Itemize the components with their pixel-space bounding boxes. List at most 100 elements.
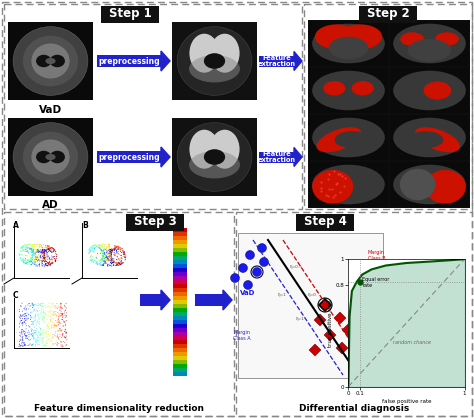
Point [27, 245, 35, 252]
Point [27, 245, 35, 252]
Point [32, 312, 39, 319]
Point [18, 308, 26, 314]
Point [18, 312, 26, 319]
Point [45, 245, 53, 252]
Point [121, 257, 129, 263]
Point [19, 333, 27, 340]
Point [40, 258, 48, 265]
Point [34, 334, 41, 341]
Point [43, 259, 51, 265]
Point [108, 249, 116, 256]
Point [46, 312, 54, 319]
Point [35, 304, 43, 311]
Point [40, 308, 47, 315]
Point [57, 301, 64, 307]
Point [28, 252, 36, 258]
Point [27, 331, 35, 338]
Point [22, 332, 30, 339]
Point [32, 255, 40, 262]
Point [118, 255, 126, 262]
Point [92, 255, 100, 261]
Point [28, 257, 36, 264]
Point [99, 255, 107, 261]
Point [23, 244, 31, 250]
Point [52, 330, 59, 336]
Point [45, 245, 52, 252]
Point [23, 248, 31, 255]
Point [47, 316, 55, 323]
Point [22, 256, 30, 263]
Point [36, 332, 44, 339]
Point [39, 303, 46, 310]
Point [106, 263, 114, 269]
Point [101, 249, 109, 256]
Point [119, 250, 127, 257]
Point [41, 343, 49, 349]
Point [36, 243, 44, 250]
Point [46, 260, 54, 267]
Point [100, 251, 108, 257]
Point [61, 319, 69, 326]
Point [23, 248, 30, 255]
Point [36, 257, 44, 263]
Point [40, 252, 48, 258]
Ellipse shape [338, 24, 382, 49]
Point [49, 342, 56, 349]
Point [49, 254, 57, 260]
Point [36, 336, 44, 342]
Point [27, 309, 35, 316]
Point [117, 252, 125, 259]
Point [28, 241, 36, 248]
Point [96, 245, 104, 252]
Point [59, 311, 66, 317]
Point [100, 257, 107, 264]
Point [34, 336, 41, 343]
Polygon shape [294, 148, 302, 166]
Point [33, 246, 40, 252]
Text: ξ=0.5: ξ=0.5 [290, 265, 303, 269]
Point [36, 257, 44, 264]
Point [110, 255, 118, 262]
Point [22, 326, 30, 332]
Text: preprocessing: preprocessing [99, 153, 160, 161]
Point [29, 247, 37, 254]
Bar [390, 115, 469, 160]
Point [34, 249, 42, 255]
Point [102, 246, 110, 253]
Bar [173, 244, 187, 248]
Point [23, 260, 30, 267]
Point [48, 311, 56, 318]
Point [107, 253, 115, 260]
Point [98, 257, 105, 264]
Point [47, 260, 55, 267]
Point [46, 337, 54, 344]
Point [87, 252, 95, 259]
Point [23, 246, 30, 252]
Point [47, 314, 55, 320]
Point [32, 259, 39, 265]
Point [62, 334, 70, 341]
Point [23, 258, 30, 265]
Point [97, 245, 104, 252]
Point [93, 243, 100, 250]
Point [27, 257, 34, 264]
Point [110, 247, 118, 253]
Point [107, 246, 114, 253]
Point [17, 255, 24, 262]
Point [27, 241, 34, 248]
Point [24, 259, 31, 266]
Point [44, 308, 52, 315]
Point [41, 254, 48, 261]
Point [100, 262, 108, 269]
Text: Step 1: Step 1 [109, 8, 151, 20]
Point [108, 252, 115, 258]
Point [29, 246, 36, 253]
Point [102, 250, 109, 256]
Point [100, 242, 108, 249]
Point [118, 245, 126, 252]
Point [23, 305, 30, 312]
Point [99, 254, 106, 260]
Bar [173, 312, 187, 316]
Point [120, 249, 128, 255]
Point [105, 261, 113, 268]
